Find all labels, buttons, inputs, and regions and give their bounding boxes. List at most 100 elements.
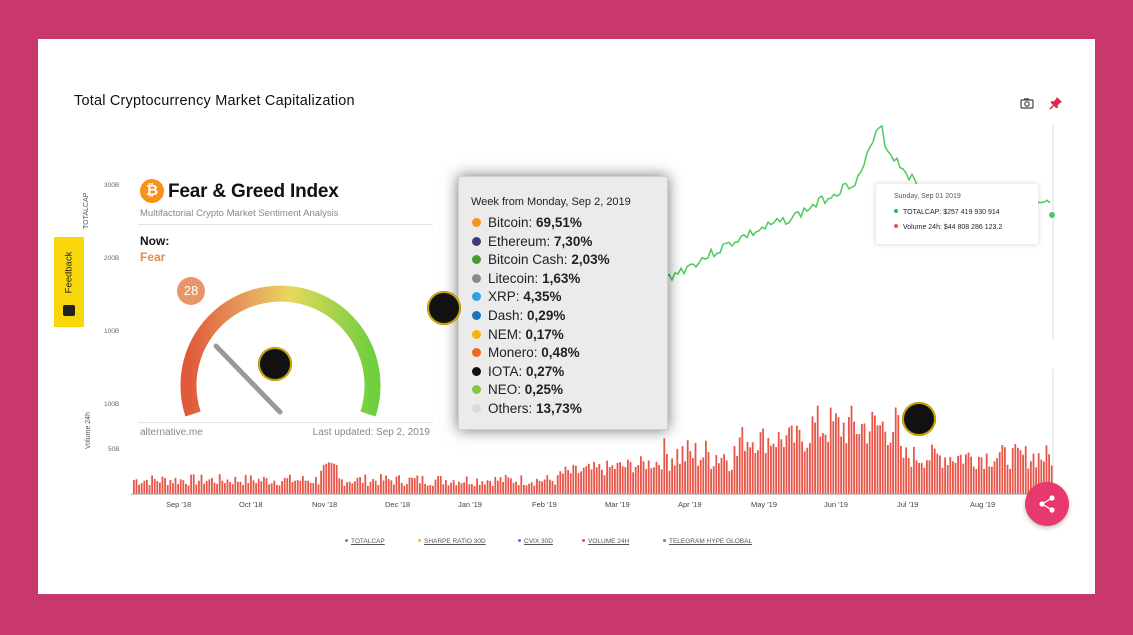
dominance-row: Litecoin: 1,63% [472,271,580,289]
volume-bar [788,427,790,494]
volume-bar [473,485,476,494]
volume-bar [733,446,736,494]
volume-bar [338,478,341,494]
volume-bar [161,476,164,494]
volume-bar [520,475,523,494]
camera-icon[interactable] [1020,96,1034,110]
share-button[interactable] [1025,482,1069,526]
volume-bar [559,471,562,494]
volume-bar [247,483,250,494]
volume-bar [686,440,689,494]
volume-bar [928,460,931,494]
volume-bar [746,441,749,494]
feedback-tab[interactable]: Feedback [54,237,84,327]
cube-logo-icon [427,291,461,325]
volume-bar [1045,445,1048,494]
volume-bar [172,483,174,494]
volume-bar [439,475,442,494]
volume-bar [913,446,915,494]
volume-bar [679,463,681,494]
divider [138,422,433,423]
volume-bar [762,428,764,494]
x-tick: Dec '18 [385,500,410,509]
now-label: Now: [140,234,170,248]
dominance-row: Others: 13,73% [472,401,582,419]
volume-bar [621,466,624,494]
dominance-row: Bitcoin Cash: 2,03% [472,252,610,270]
x-tick: Oct '18 [239,500,263,509]
coin-share: 0,25% [524,382,564,398]
volume-bar [575,465,577,494]
volume-bar [1027,468,1030,494]
legend-item[interactable]: TELEGRAM HYPE GLOBAL [663,538,752,545]
volume-bar [712,466,715,494]
volume-bar [640,456,642,494]
volume-bar [278,485,281,494]
feedback-label: Feedback [63,251,75,294]
coin-share: 69,51% [536,215,582,230]
pin-icon[interactable] [1049,96,1063,110]
volume-bar [803,451,806,494]
volume-bar [957,455,959,494]
volume-bar [926,460,928,494]
volume-bar [725,460,728,494]
volume-bar [387,478,390,494]
fear-greed-title: Fear & Greed Index [168,181,339,202]
volume-bar [666,453,668,494]
volume-bar [260,481,263,494]
legend-item[interactable]: CVIX 30D [518,538,553,545]
volume-bar [598,463,601,494]
chart-title: Total Cryptocurrency Market Capitalizati… [74,93,355,109]
volume-bar [962,463,965,494]
volume-bar [450,482,452,494]
feedback-icon [63,305,75,316]
volume-bar [775,447,777,494]
volume-bar [1037,453,1040,494]
volume-bar [731,469,733,494]
volume-bar [528,483,530,494]
coin-share: 1,63% [542,270,581,286]
volume-bar [814,422,816,494]
volume-bar [205,480,208,494]
volume-bar [377,484,380,494]
volume-bar [478,484,481,494]
volume-bar [720,457,723,494]
coin-share: 13,73% [536,401,582,416]
legend-label: SHARPE RATIO 30D [424,538,486,545]
volume-bar [689,451,692,494]
volume-bar [291,482,294,494]
volume-bar [447,485,450,494]
volume-bar [146,479,148,494]
source-label: alternative.me [140,427,203,438]
volume-bar [549,479,551,494]
volume-bar [224,483,226,494]
volume-bar [437,476,439,494]
x-tick: Mar '19 [605,500,630,509]
series-dot [472,348,481,358]
dominance-row: NEM: 0,17% [472,327,564,345]
legend-item[interactable]: VOLUME 24H [582,538,629,545]
coin-share: 0,29% [527,308,566,323]
volume-bar [827,441,829,494]
volume-bar [650,468,653,494]
volume-bar [933,448,936,494]
volume-bar [663,438,666,494]
volume-bar [1017,447,1019,494]
volume-bar [1024,446,1027,494]
volume-bar [871,411,874,494]
legend-item[interactable]: TOTALCAP [345,538,385,545]
volume-bar [218,474,221,494]
volume-bar [970,456,972,494]
volume-bar [382,480,385,494]
volume-bar [692,458,694,494]
dominance-row: Bitcoin: 69,51% [472,215,582,233]
dominance-row: XRP: 4,35% [472,289,562,307]
volume-bar [884,431,887,494]
volume-bar [359,477,361,494]
volume-bar [364,474,367,494]
volume-bar [179,479,182,494]
legend-item[interactable]: SHARPE RATIO 30D [418,538,486,545]
volume-bar [322,464,325,494]
volume-bar [257,478,260,494]
coin-name: Ethereum: [488,233,551,249]
